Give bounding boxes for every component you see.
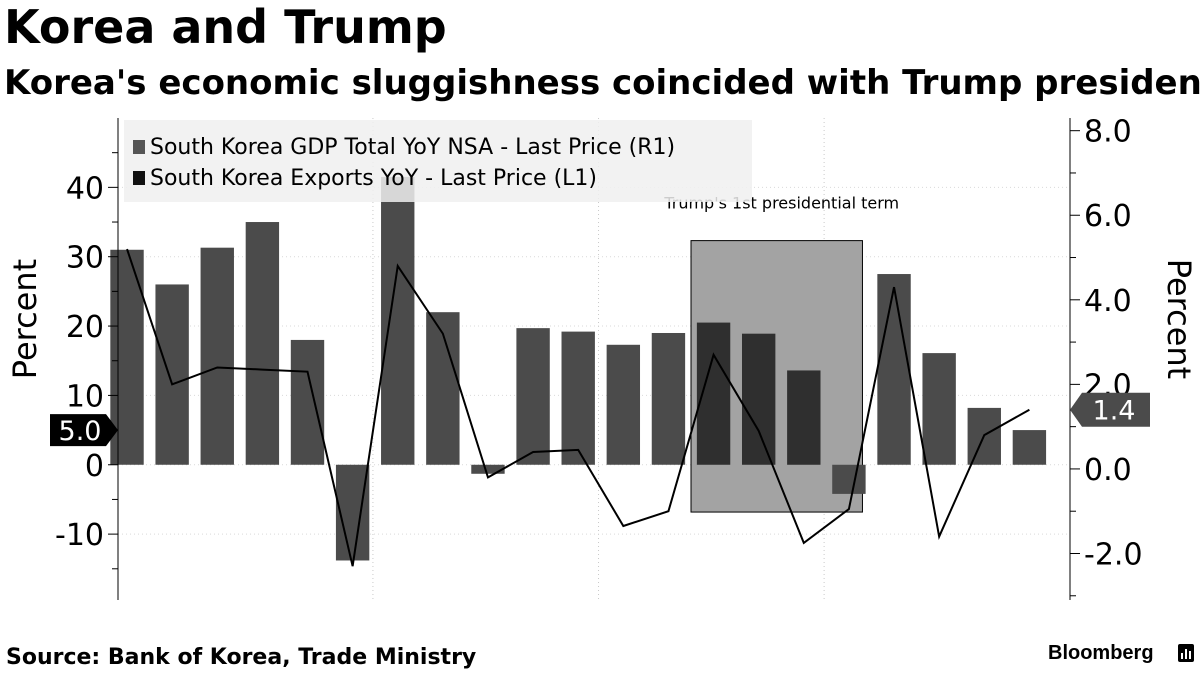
right-axis-title: Percent [1160, 259, 1198, 379]
bar-exports-2005 [155, 284, 189, 465]
bar-exports-2021 [877, 274, 911, 465]
legend-swatch-exports [133, 171, 145, 185]
left-tick-label: 0 [85, 449, 104, 484]
bar-exports-2009 [335, 464, 370, 561]
bar-exports-2020 [832, 464, 866, 494]
bar-exports-2019 [787, 370, 821, 465]
bar-exports-2018 [741, 333, 776, 465]
left-tick-label: 40 [66, 171, 104, 206]
left-axis-title: Percent [6, 259, 44, 379]
right-tick-label: 6.0 [1084, 199, 1132, 234]
axis-labels: Percent Percent 5.0 1.4 [6, 259, 1198, 447]
axes: -100102030408.06.04.02.00.0-2.02005-2009… [55, 115, 1143, 600]
bar-exports-2006 [200, 247, 234, 465]
bloomberg-logo: Bloomberg [1048, 642, 1154, 664]
chart: Trump's 1st presidential term -100102030… [6, 115, 1198, 600]
bar-exports-2016 [651, 332, 686, 465]
legend-label-gdp: South Korea GDP Total YoY NSA - Last Pri… [150, 135, 675, 160]
bar-exports-2013 [516, 328, 550, 465]
left-last-value: 5.0 [59, 416, 102, 447]
bloomberg-terminal-icon [1178, 644, 1194, 662]
right-tick-label: 8.0 [1084, 115, 1132, 150]
left-tick-label: 10 [66, 379, 104, 414]
line-series [126, 248, 1030, 567]
bar-exports-2022 [922, 353, 956, 465]
bar-exports-2015 [606, 344, 641, 465]
legend-swatch-gdp [133, 140, 145, 154]
page-title: Korea and Trump [4, 0, 447, 54]
legend-box [124, 120, 752, 202]
bar-exports-2008 [290, 339, 325, 465]
right-last-value-tag [1070, 392, 1150, 427]
right-last-value: 1.4 [1093, 396, 1136, 427]
left-tick-label: -10 [55, 518, 104, 553]
right-tick-label: -2.0 [1084, 537, 1143, 572]
right-tick-label: 4.0 [1084, 284, 1132, 319]
bar-exports-2012 [471, 464, 505, 474]
left-last-value-tag [50, 414, 118, 447]
bar-series [110, 176, 1047, 561]
page-subtitle: Korea's economic sluggishness coincided … [4, 63, 1200, 103]
left-tick-label: 20 [66, 310, 104, 345]
left-tick-label: 30 [66, 241, 104, 276]
bar-exports-2014 [561, 331, 595, 465]
right-tick-label: 0.0 [1084, 453, 1132, 488]
legend: South Korea GDP Total YoY NSA - Last Pri… [124, 120, 752, 202]
bar-exports-2011 [426, 312, 460, 465]
bar-exports-2007 [245, 222, 280, 465]
source-note: Source: Bank of Korea, Trade Ministry [6, 645, 477, 670]
bar-exports-2010 [381, 176, 415, 465]
legend-label-exports: South Korea Exports YoY - Last Price (L1… [150, 166, 597, 191]
line-gdp [126, 248, 1030, 567]
bar-exports-2024 [1012, 430, 1047, 465]
